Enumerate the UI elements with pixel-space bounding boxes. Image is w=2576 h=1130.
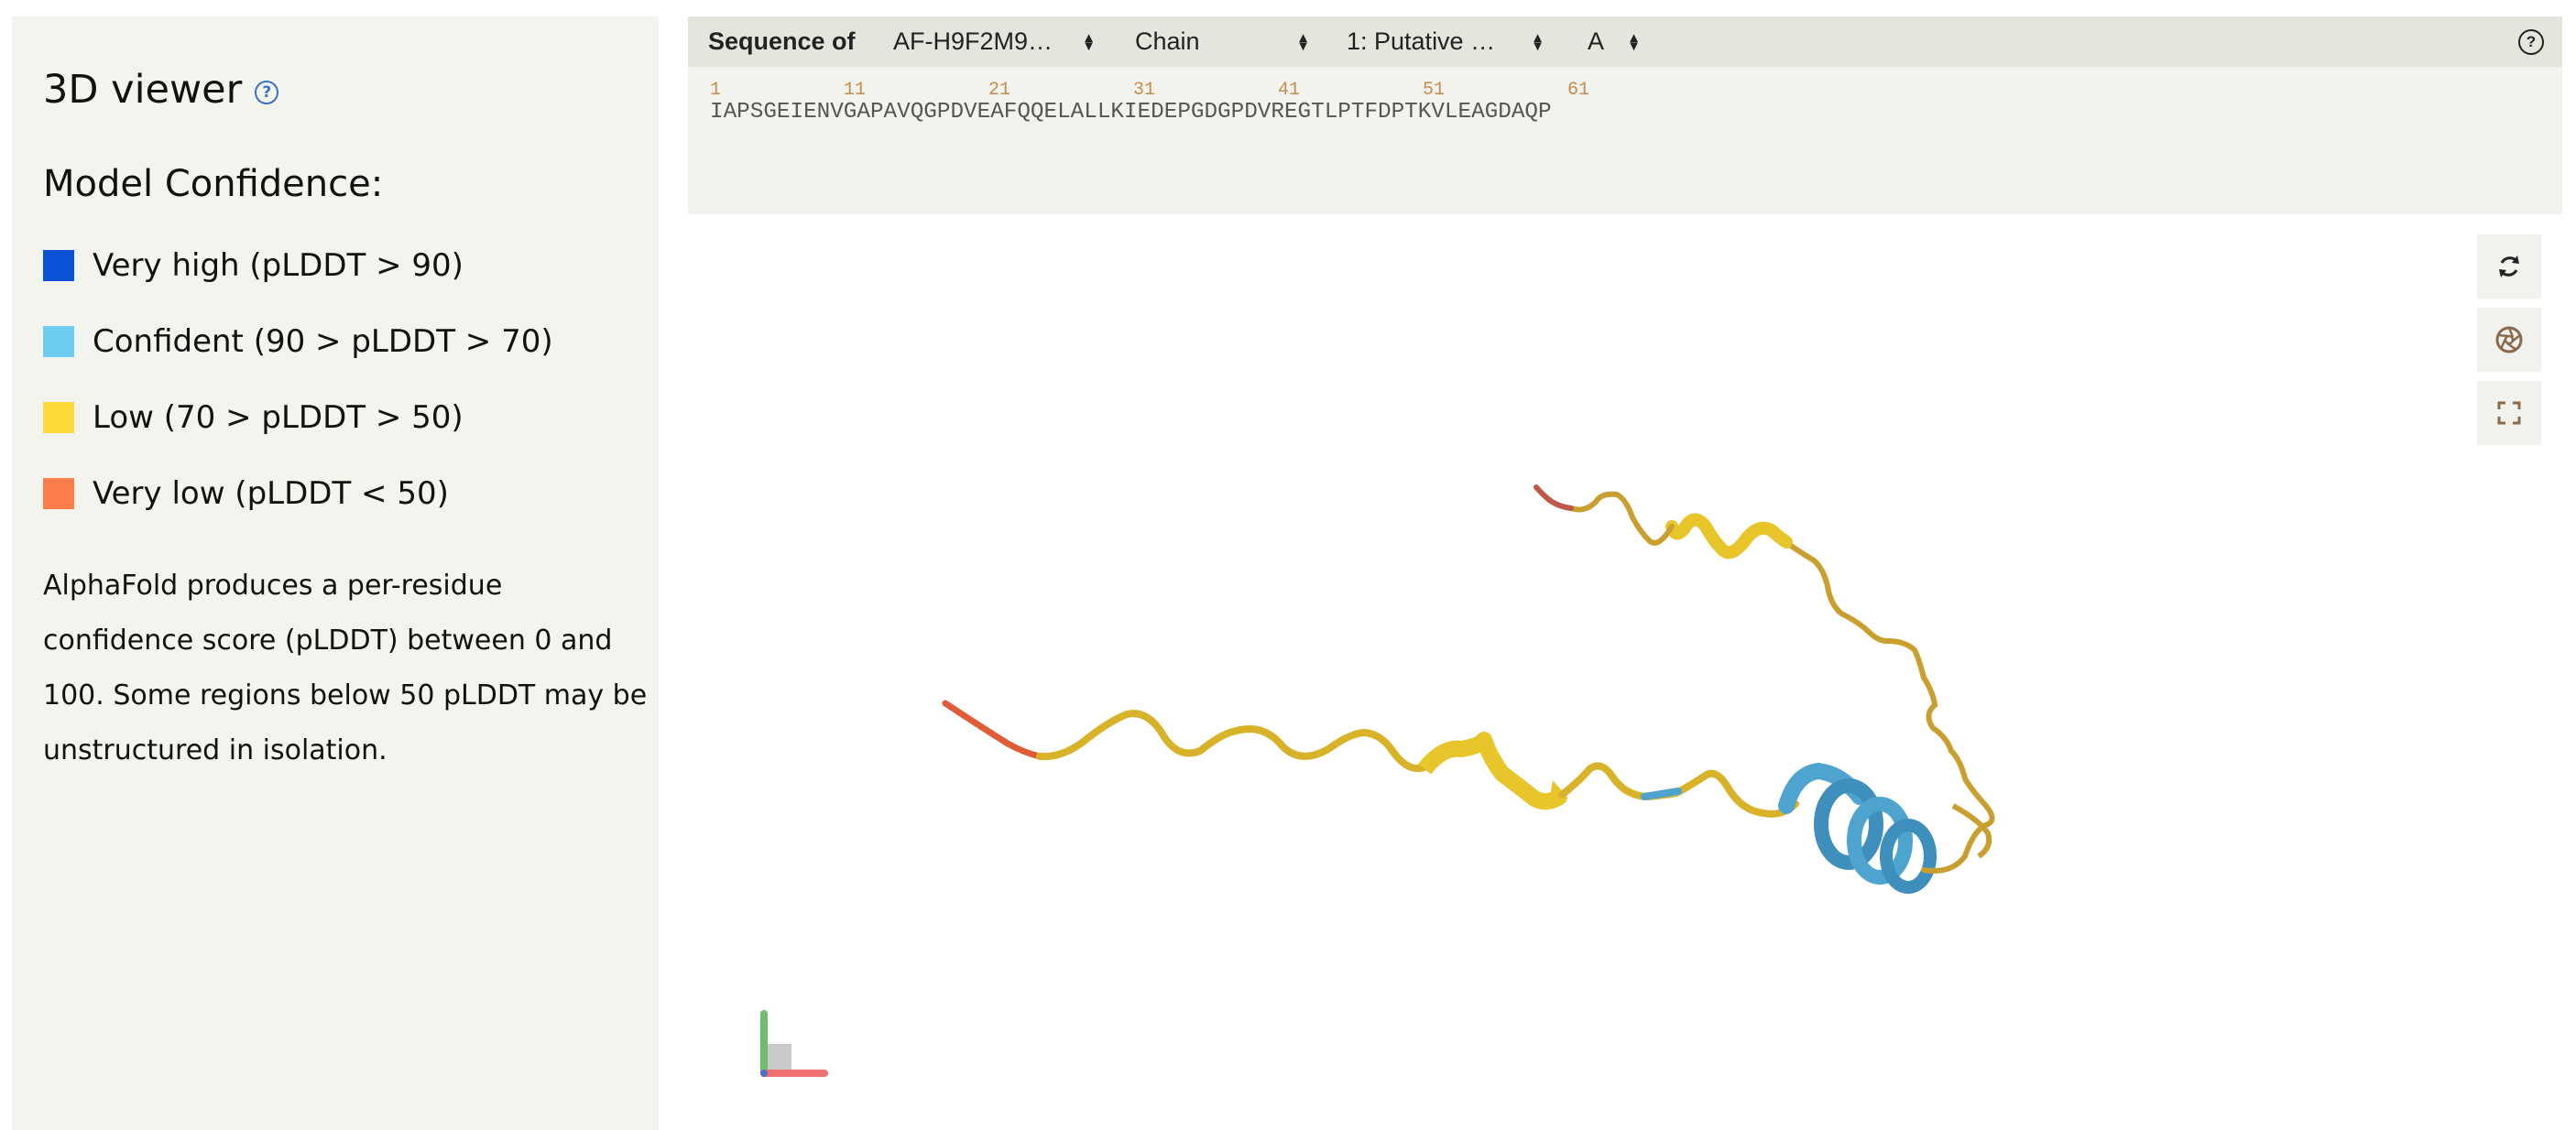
reset-camera-button[interactable] [2477, 234, 2541, 299]
entry-select-value: AF-H9F2M9… [893, 27, 1053, 55]
sequence-panel: Sequence of AF-H9F2M9… ▲ ▼ Chain ▲ ▼ 1: Pu… [688, 16, 2562, 214]
legend-swatch [43, 325, 74, 357]
legend-low: Low (70 > pLDDT > 50) [43, 379, 628, 455]
title-row: 3D viewer ? [43, 57, 628, 123]
beta-arrow [1548, 780, 1568, 808]
info-panel: 3D viewer ? Model Confidence: Very high … [12, 16, 659, 1130]
seq-number: 61 [1567, 80, 1590, 101]
model-confidence-title: Model Confidence: [43, 163, 384, 205]
coil-very-low [942, 700, 1043, 760]
legend-label: Confident (90 > pLDDT > 70) [93, 322, 553, 360]
legend-very-low: Very low (pLDDT < 50) [43, 455, 628, 531]
mode-select-value: Chain [1135, 27, 1200, 55]
coil-very-low [1534, 484, 1574, 511]
confidence-description: AlphaFold produces a per-residue confide… [43, 570, 648, 766]
updown-arrows-icon: ▲ ▼ [1627, 29, 1641, 54]
fullscreen-button[interactable] [2477, 381, 2541, 445]
chain-select-value: A [1588, 27, 1605, 55]
seq-number: 11 [844, 80, 867, 101]
coil-low [1784, 539, 1995, 874]
entity-select[interactable]: 1: Putative … ▲ ▼ [1347, 16, 1555, 67]
sequence-header: Sequence of AF-H9F2M9… ▲ ▼ Chain ▲ ▼ 1: Pu… [688, 16, 2562, 67]
sequence-residues[interactable]: IAPSGEIENVGAPAVQGPDVEAFQQELALLKIEDEPGDGP… [710, 100, 1552, 125]
entry-select[interactable]: AF-H9F2M9… ▲ ▼ [893, 16, 1107, 67]
legend-swatch [43, 477, 74, 509]
axes-gizmo [760, 1010, 828, 1077]
legend-label: Very high (pLDDT > 90) [93, 246, 464, 284]
sequence-numbers: 1 11 21 31 41 51 61 [710, 80, 2562, 101]
legend-very-high: Very high (pLDDT > 90) [43, 227, 628, 303]
coil-low [1951, 803, 1992, 859]
beta-strand [1417, 732, 1567, 810]
seq-number: 31 [1133, 80, 1156, 101]
updown-arrows-icon: ▲ ▼ [1296, 29, 1310, 54]
alpha-helix [1778, 762, 1937, 894]
legend-label: Low (70 > pLDDT > 50) [93, 398, 464, 436]
seq-number: 21 [988, 80, 1011, 101]
updown-arrows-icon: ▲ ▼ [1082, 29, 1096, 54]
legend-swatch [43, 249, 74, 281]
protein-3d-viewer[interactable] [688, 220, 2562, 1130]
entity-select-value: 1: Putative … [1347, 27, 1496, 55]
chain-select[interactable]: A ▲ ▼ [1588, 16, 1652, 67]
reset-camera-icon [2499, 255, 2519, 277]
sequence-body: 1 11 21 31 41 51 61 IAPSGEIENVGAPAVQGPDV… [688, 67, 2562, 125]
legend-confident: Confident (90 > pLDDT > 70) [43, 303, 628, 379]
updown-arrows-icon: ▲ ▼ [1531, 29, 1545, 54]
screenshot-button[interactable] [2477, 308, 2541, 372]
mode-select[interactable]: Chain ▲ ▼ [1135, 16, 1321, 67]
seq-number: 51 [1423, 80, 1446, 101]
sequence-of-label: Sequence of [708, 27, 856, 55]
legend-label: Very low (pLDDT < 50) [93, 474, 449, 512]
page-title: 3D viewer [43, 67, 243, 113]
fullscreen-icon [2497, 401, 2521, 425]
question-circle-icon[interactable]: ? [2518, 29, 2544, 55]
legend-swatch [43, 401, 74, 433]
upper-helix [1665, 513, 1793, 560]
question-circle-icon[interactable]: ? [255, 81, 279, 104]
seq-number: 41 [1278, 80, 1301, 101]
seq-number: 1 [710, 80, 722, 101]
camera-aperture-icon [2495, 326, 2523, 353]
coil-low [1568, 491, 1675, 546]
coil-low [1036, 710, 1433, 772]
coil-confident [1641, 788, 1682, 800]
